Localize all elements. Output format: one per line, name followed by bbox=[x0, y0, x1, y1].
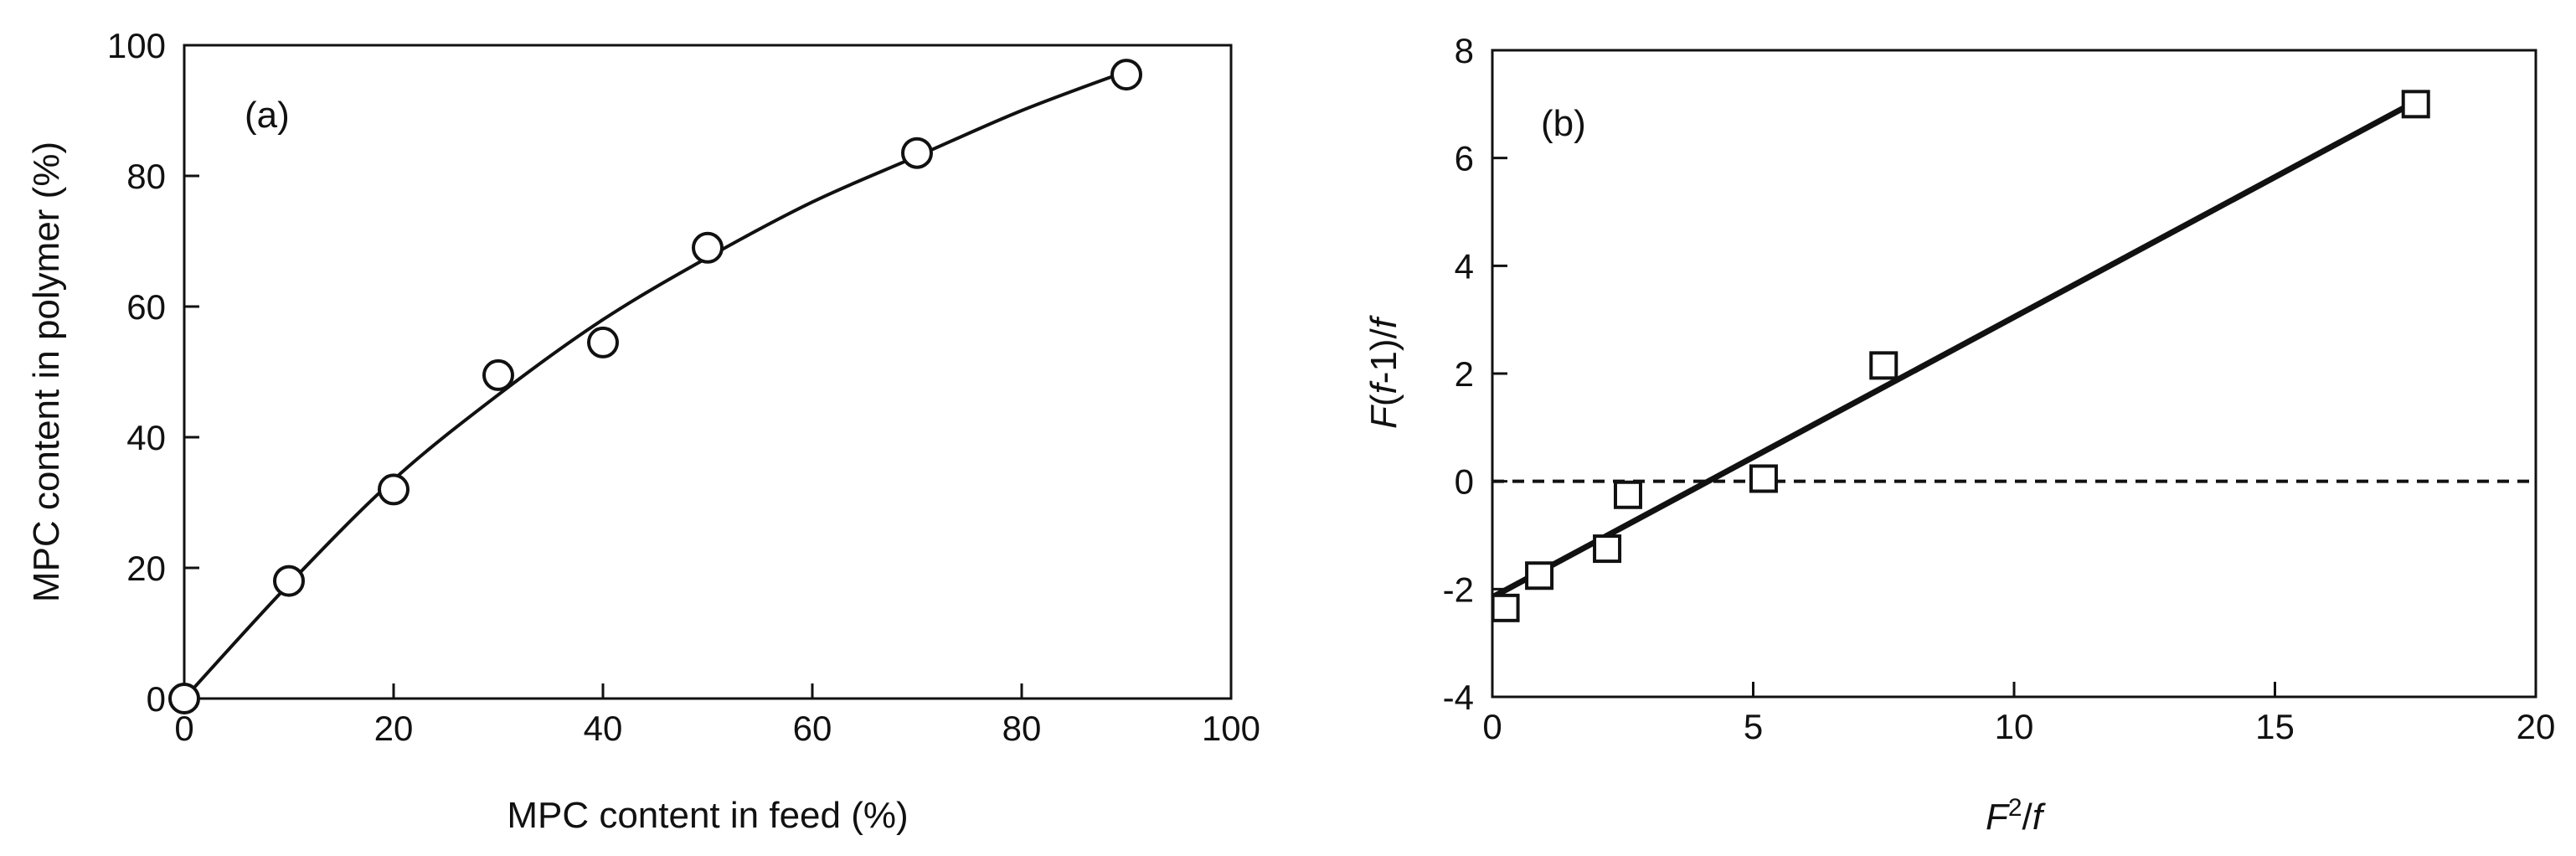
a-y-tick-label: 60 bbox=[126, 287, 166, 327]
panel-a-y-axis-title: MPC content in polymer (%) bbox=[26, 142, 67, 602]
panel-a-data-points bbox=[168, 59, 1142, 714]
panel-b-fit-line-group bbox=[1491, 99, 2418, 601]
b-y-tick-label: 4 bbox=[1455, 246, 1474, 286]
panel-a-y-ticks: 0 20 40 60 80 100 bbox=[107, 26, 199, 719]
panel-b-y-ticks: -4 -2 0 2 4 6 8 bbox=[1443, 31, 1507, 717]
panel-a-fit-curve bbox=[183, 70, 1127, 700]
b-y-tick-label: 0 bbox=[1455, 462, 1474, 502]
b-y-tick-label: -4 bbox=[1443, 678, 1474, 717]
panel-a-data-point bbox=[482, 358, 514, 391]
panel-a-label: (a) bbox=[245, 95, 290, 136]
a-y-tick-label: 40 bbox=[126, 418, 166, 457]
panel-a-data-point bbox=[168, 683, 200, 714]
panel-a-data-point bbox=[1110, 59, 1142, 91]
a-y-tick-label: 100 bbox=[107, 26, 166, 65]
b-y-tick-label: 6 bbox=[1455, 139, 1474, 178]
panel-a-fit-curve-group bbox=[183, 70, 1127, 700]
panel-b-data-point bbox=[1525, 561, 1554, 590]
panel-b-data-point bbox=[1613, 480, 1642, 509]
panel-b-data-point bbox=[1749, 464, 1778, 493]
panel-b-x-axis-title: F2/f bbox=[1986, 794, 2047, 838]
panel-b-data-point bbox=[1593, 534, 1622, 564]
b-x-tick-label: 0 bbox=[1482, 707, 1502, 746]
panel-a-data-point bbox=[273, 565, 305, 597]
a-x-tick-label: 100 bbox=[1202, 709, 1260, 748]
panel-a-data-point bbox=[587, 326, 619, 358]
panel-a: 0 20 40 60 80 100 0 20 40 60 80 100 (a) MPC conten… bbox=[26, 26, 1260, 836]
a-y-tick-label: 0 bbox=[147, 679, 166, 719]
b-x-tick-label: 15 bbox=[2255, 707, 2295, 746]
a-x-tick-label: 0 bbox=[174, 709, 193, 748]
a-x-tick-label: 20 bbox=[374, 709, 414, 748]
b-y-tick-label: 2 bbox=[1455, 354, 1474, 394]
b-x-tick-label: 10 bbox=[1995, 707, 2034, 746]
panel-a-data-point bbox=[378, 473, 410, 506]
a-y-tick-label: 80 bbox=[126, 157, 166, 196]
b-y-tick-label: -2 bbox=[1443, 570, 1474, 609]
panel-b-data-point bbox=[1869, 351, 1899, 380]
panel-b: 0 5 10 15 20 -4 -2 0 2 4 6 8 (b) F2/f F(f-1)/f bbox=[1363, 31, 2555, 838]
panel-b-y-axis-title: F(f-1)/f bbox=[1363, 314, 1404, 429]
panel-a-data-point bbox=[692, 231, 724, 264]
b-x-tick-label: 20 bbox=[2517, 707, 2556, 746]
b-x-tick-label: 5 bbox=[1744, 707, 1763, 746]
a-x-tick-label: 40 bbox=[584, 709, 623, 748]
panel-b-plot-frame bbox=[1491, 49, 2537, 699]
panel-b-data-point bbox=[1491, 593, 1520, 622]
panel-a-data-point bbox=[901, 137, 933, 169]
panel-b-x-ticks: 0 5 10 15 20 bbox=[1482, 682, 2555, 746]
a-y-tick-label: 20 bbox=[126, 549, 166, 588]
panel-a-x-axis-title: MPC content in feed (%) bbox=[507, 795, 908, 836]
a-x-tick-label: 60 bbox=[793, 709, 832, 748]
b-y-tick-label: 8 bbox=[1455, 31, 1474, 70]
panel-b-label: (b) bbox=[1541, 103, 1586, 144]
panel-b-data-points bbox=[1491, 90, 2430, 622]
panel-b-data-point bbox=[2401, 90, 2430, 119]
panel-a-x-ticks: 0 20 40 60 80 100 bbox=[174, 683, 1260, 748]
panel-b-fit-line bbox=[1491, 99, 2418, 601]
a-x-tick-label: 80 bbox=[1002, 709, 1042, 748]
panel-a-plot-frame bbox=[183, 44, 1233, 700]
